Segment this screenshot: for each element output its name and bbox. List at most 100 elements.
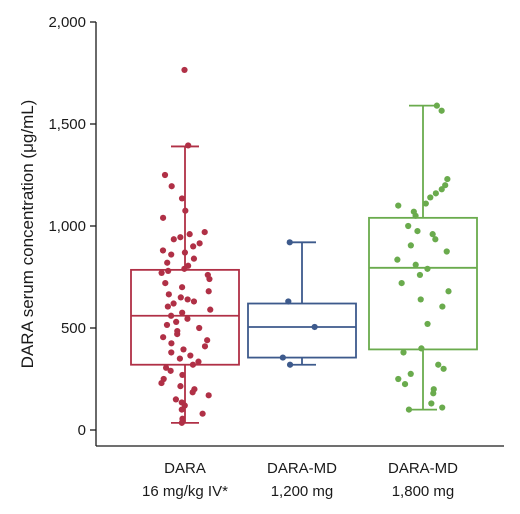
data-point [398, 280, 405, 287]
category-sublabel: 1,800 mg [392, 483, 455, 500]
data-point [179, 371, 186, 379]
data-point [438, 186, 445, 193]
y-tick-group: 0 500 1,000 1,500 2,000 [48, 14, 96, 439]
data-point [178, 419, 185, 426]
data-point [179, 309, 186, 316]
data-point [439, 303, 446, 310]
data-point [180, 346, 187, 353]
category-label: DARA-MD [388, 460, 458, 477]
category-sublabel: 1,200 mg [271, 483, 334, 500]
data-point [162, 364, 170, 371]
y-tick-label: 500 [61, 320, 86, 337]
data-point [162, 280, 169, 287]
data-point [445, 288, 452, 295]
data-point [430, 390, 437, 397]
data-point [429, 231, 436, 238]
data-point [204, 337, 211, 344]
data-point [205, 392, 212, 399]
data-point [427, 194, 434, 201]
data-point [433, 102, 440, 109]
y-tick-label: 0 [78, 422, 86, 439]
data-point [165, 291, 172, 298]
data-point [184, 296, 191, 303]
data-point [400, 349, 407, 356]
x-category-labels: DARA 16 mg/kg IV* DARA-MD 1,200 mg DARA-… [142, 460, 458, 500]
points-layer [158, 66, 452, 426]
y-tick-label: 1,500 [48, 116, 86, 133]
y-tick-label: 2,000 [48, 14, 86, 31]
iqr-box [368, 216, 478, 351]
data-point [407, 242, 414, 249]
iqr-box [247, 302, 357, 359]
data-point [405, 406, 413, 413]
data-point [189, 389, 196, 396]
data-point [196, 240, 203, 247]
data-point [164, 303, 171, 310]
data-point [168, 340, 175, 347]
data-point [182, 207, 189, 214]
data-point [199, 410, 206, 417]
data-point [440, 365, 447, 372]
data-point [190, 298, 198, 305]
data-point [167, 312, 175, 319]
data-point [165, 267, 172, 274]
data-point [159, 247, 167, 254]
y-axis-title: DARA serum concentration (μg/mL) [18, 100, 37, 369]
data-point [196, 324, 203, 332]
data-point [414, 228, 421, 235]
data-point [173, 318, 180, 325]
data-point [189, 361, 197, 368]
data-point [395, 375, 402, 383]
data-point [205, 288, 212, 295]
data-point [158, 269, 165, 277]
data-point [285, 298, 292, 305]
data-point [178, 195, 186, 202]
data-point [163, 321, 171, 329]
data-point [160, 334, 167, 341]
data-point [444, 175, 451, 183]
y-tick-label: 1,000 [48, 218, 86, 235]
data-point [432, 236, 439, 243]
data-point [412, 212, 419, 219]
data-point [161, 171, 169, 179]
data-point [394, 256, 401, 263]
data-point [416, 271, 424, 279]
category-label: DARA [164, 460, 206, 477]
data-point [286, 239, 293, 246]
data-point [178, 284, 186, 291]
data-point [185, 142, 192, 149]
data-point [177, 383, 184, 390]
data-point [428, 400, 435, 407]
data-point [439, 404, 446, 411]
data-point [172, 396, 179, 403]
data-point [286, 361, 294, 368]
data-point [177, 294, 184, 301]
data-point [207, 306, 214, 313]
data-point [181, 265, 188, 272]
data-point [174, 331, 181, 338]
data-point [181, 66, 188, 74]
data-point [190, 255, 198, 262]
category-label: DARA-MD [267, 460, 337, 477]
data-point [201, 229, 208, 236]
data-point [170, 236, 177, 243]
data-point [311, 323, 318, 331]
data-point [401, 381, 409, 388]
data-point [395, 202, 402, 209]
data-point [164, 259, 171, 266]
boxes-layer [130, 104, 478, 424]
data-point [181, 249, 189, 256]
data-point [438, 107, 445, 114]
data-point [412, 261, 419, 268]
data-point [170, 300, 177, 307]
data-point [279, 354, 286, 361]
data-point [184, 315, 191, 322]
data-point [407, 370, 414, 377]
data-point [201, 343, 209, 350]
data-point [186, 231, 193, 238]
data-point [168, 251, 175, 258]
data-point [424, 320, 431, 328]
data-point [443, 248, 450, 255]
data-point [417, 296, 424, 303]
